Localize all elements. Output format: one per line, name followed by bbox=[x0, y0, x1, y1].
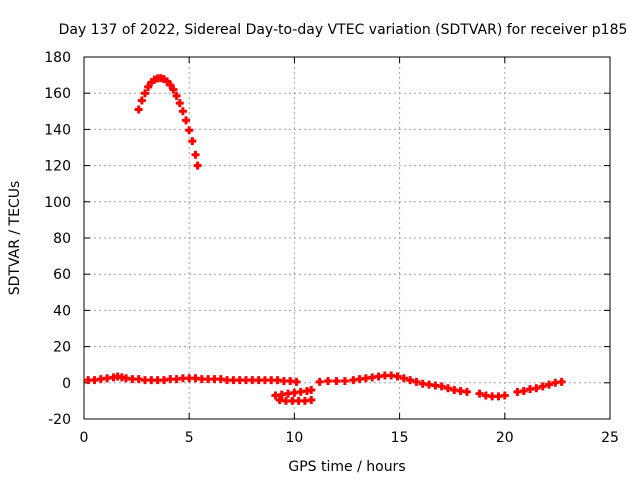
data-point bbox=[193, 161, 202, 170]
x-axis-label: GPS time / hours bbox=[288, 459, 405, 475]
x-tick-label: 5 bbox=[185, 430, 194, 446]
data-point bbox=[324, 376, 333, 385]
data-point bbox=[315, 377, 324, 386]
plot-frame bbox=[83, 56, 611, 420]
y-tick-label: 180 bbox=[44, 50, 71, 66]
data-point bbox=[538, 382, 547, 391]
data-point bbox=[399, 374, 408, 383]
y-tick-label: 60 bbox=[53, 267, 71, 283]
grid-lines bbox=[84, 57, 610, 419]
y-tick-label: 20 bbox=[53, 340, 71, 356]
y-tick-label: 80 bbox=[53, 231, 71, 247]
data-point bbox=[141, 89, 150, 98]
axis-ticks: 0 5 10 15 20 25 -20 0 20 40 60 80 100 120 140 160 180 bbox=[44, 50, 619, 446]
data-point bbox=[500, 391, 509, 400]
y-tick-label: 160 bbox=[44, 86, 71, 102]
x-tick-label: 25 bbox=[601, 430, 619, 446]
data-points bbox=[84, 74, 566, 405]
data-point bbox=[557, 377, 566, 386]
data-point bbox=[307, 386, 316, 395]
data-point bbox=[307, 395, 316, 404]
data-point bbox=[137, 96, 146, 105]
data-point bbox=[175, 99, 184, 108]
data-point bbox=[144, 82, 153, 91]
data-point bbox=[166, 81, 175, 90]
x-tick-label: 0 bbox=[80, 430, 89, 446]
x-tick-label: 20 bbox=[496, 430, 514, 446]
y-tick-label: 120 bbox=[44, 159, 71, 175]
data-point bbox=[134, 105, 143, 114]
x-tick-label: 10 bbox=[285, 430, 303, 446]
data-point bbox=[462, 387, 471, 396]
data-point bbox=[292, 377, 301, 386]
data-point bbox=[172, 91, 181, 100]
data-point bbox=[532, 384, 541, 393]
data-point bbox=[178, 107, 187, 116]
data-point bbox=[437, 382, 446, 391]
data-point bbox=[519, 386, 528, 395]
x-tick-label: 15 bbox=[391, 430, 409, 446]
data-point bbox=[182, 116, 191, 125]
data-point bbox=[412, 377, 421, 386]
data-point bbox=[332, 376, 341, 385]
y-tick-label: 40 bbox=[53, 303, 71, 319]
y-axis-label: SDTVAR / TECUs bbox=[7, 181, 23, 296]
data-point bbox=[185, 126, 194, 135]
data-point bbox=[393, 372, 402, 381]
data-point bbox=[340, 376, 349, 385]
data-point bbox=[188, 137, 197, 146]
data-point bbox=[443, 384, 452, 393]
y-tick-label: -20 bbox=[48, 412, 71, 428]
y-tick-label: 100 bbox=[44, 195, 71, 211]
chart-title: Day 137 of 2022, Sidereal Day-to-day VTE… bbox=[59, 22, 628, 38]
data-point bbox=[544, 380, 553, 389]
data-point bbox=[191, 150, 200, 159]
y-tick-label: 140 bbox=[44, 122, 71, 138]
data-point bbox=[406, 376, 415, 385]
data-point bbox=[475, 389, 484, 398]
y-tick-label: 0 bbox=[62, 376, 71, 392]
data-point bbox=[169, 85, 178, 94]
